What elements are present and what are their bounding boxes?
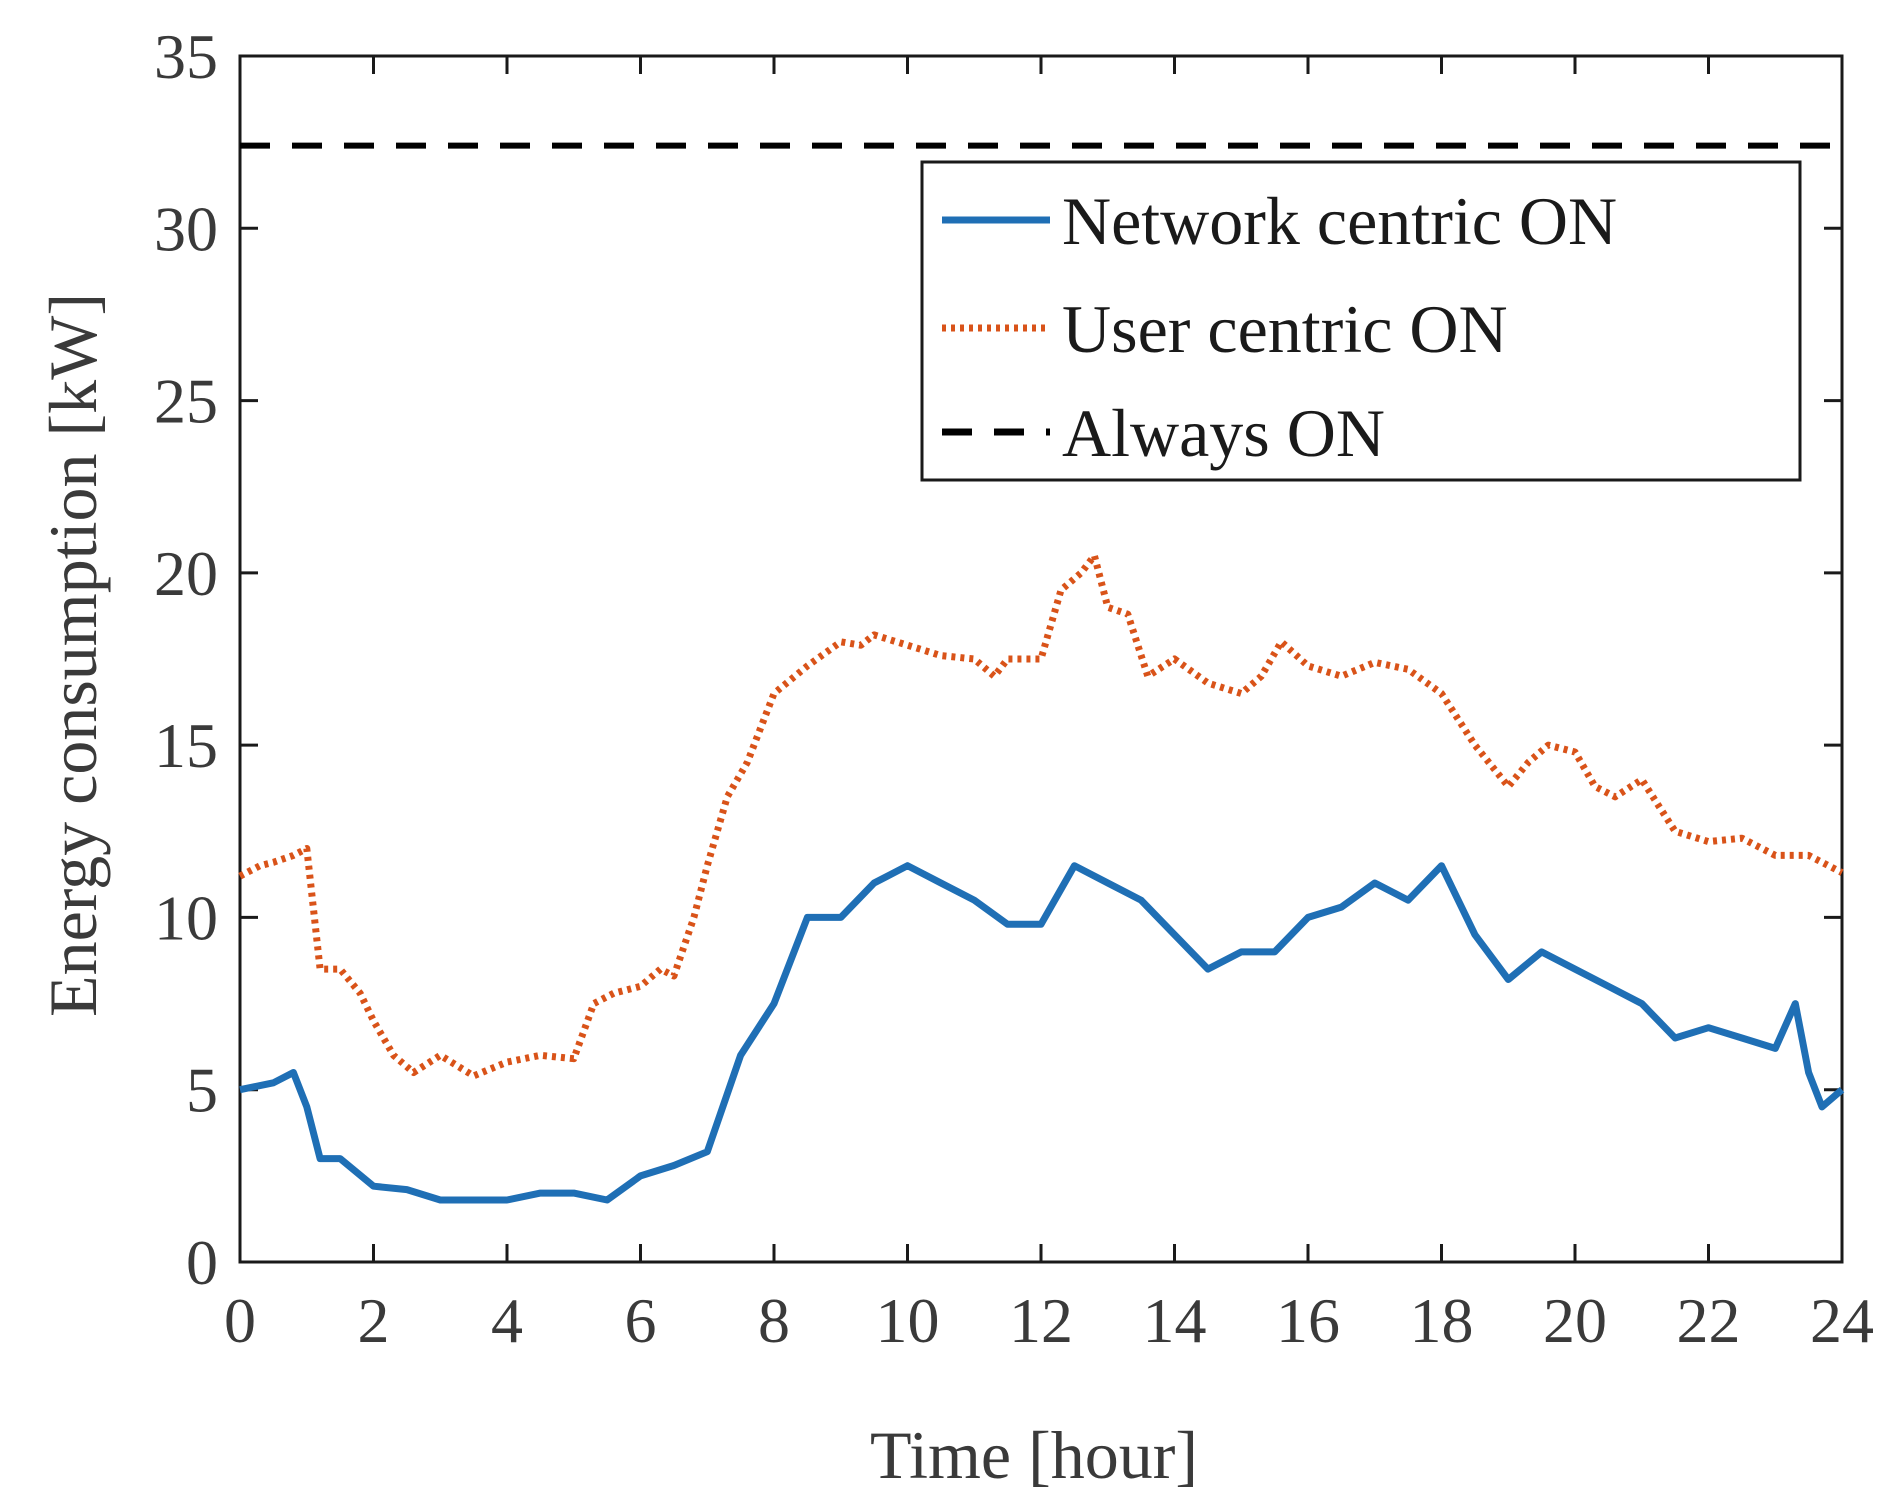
- x-tick-label: 6: [625, 1285, 657, 1356]
- x-tick-label: 4: [491, 1285, 523, 1356]
- x-tick-label: 0: [224, 1285, 256, 1356]
- series-line-network-centric-on: [239, 862, 1845, 1204]
- y-tick-label: 0: [186, 1227, 218, 1298]
- y-tick-label: 15: [154, 710, 218, 781]
- x-tick-label: 2: [358, 1285, 390, 1356]
- x-tick-label: 24: [1810, 1285, 1874, 1356]
- x-tick-label: 10: [876, 1285, 940, 1356]
- legend-label-user-centric: User centric ON: [1062, 291, 1508, 367]
- x-axis-label: Time [hour]: [870, 1417, 1198, 1493]
- legend-frame: [920, 160, 1802, 482]
- legend-box: Network centric ON User centric ON Alway…: [920, 160, 1802, 482]
- x-tick-label: 14: [1143, 1285, 1207, 1356]
- y-tick-label: 25: [154, 366, 218, 437]
- y-tick-label: 10: [154, 882, 218, 953]
- legend-label-always-on: Always ON: [1062, 395, 1385, 471]
- x-tick-label: 8: [758, 1285, 790, 1356]
- x-tick-label: 16: [1276, 1285, 1340, 1356]
- series-line-user-centric-on: [238, 552, 1844, 1080]
- x-tick-label: 22: [1677, 1285, 1741, 1356]
- x-tick-label: 20: [1543, 1285, 1607, 1356]
- x-tick-label: 12: [1009, 1285, 1073, 1356]
- y-tick-label: 20: [154, 538, 218, 609]
- legend-label-network-centric: Network centric ON: [1062, 183, 1617, 259]
- y-tick-label: 30: [154, 193, 218, 264]
- y-tick-label: 35: [154, 21, 218, 92]
- x-tick-label: 18: [1410, 1285, 1474, 1356]
- y-tick-label: 5: [186, 1055, 218, 1126]
- y-axis-label: Energy consumption [kW]: [35, 293, 111, 1017]
